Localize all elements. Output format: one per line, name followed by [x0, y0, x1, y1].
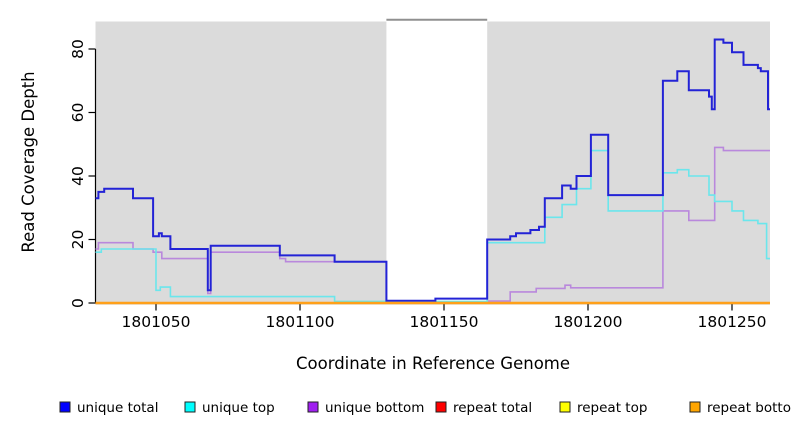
x-tick-label: 1801050: [121, 313, 190, 331]
y-tick-label: 80: [69, 39, 87, 59]
x-tick-label: 1801100: [265, 313, 334, 331]
legend-swatch-repeat-total: [435, 401, 447, 413]
legend-item-unique-total: unique total: [59, 400, 158, 416]
y-tick-label: 20: [69, 230, 87, 250]
y-axis-title: Read Coverage Depth: [19, 71, 38, 252]
series-unique-top-line: [95, 149, 770, 303]
legend-label-unique-total: unique total: [77, 400, 158, 416]
legend-item-unique-top: unique top: [184, 400, 275, 416]
legend-swatch-repeat-bottom: [689, 401, 701, 413]
legend-item-repeat-top: repeat top: [559, 400, 647, 416]
legend-label-repeat-total: repeat total: [453, 400, 532, 416]
series-unique-total-line: [95, 38, 770, 302]
legend-label-unique-bottom: unique bottom: [325, 400, 424, 416]
legend-item-repeat-bottom: repeat bottom: [689, 400, 792, 416]
x-axis-title: Coordinate in Reference Genome: [296, 354, 570, 373]
x-tick-label: 1801150: [409, 313, 478, 331]
legend-swatch-repeat-top: [559, 401, 571, 413]
legend-swatch-unique-top: [184, 401, 196, 413]
x-tick-label: 1801250: [697, 313, 766, 331]
coverage-gap-band: [386, 21, 488, 304]
legend-swatch-unique-total: [59, 401, 71, 413]
legend-label-repeat-top: repeat top: [577, 400, 647, 416]
y-tick-label: 40: [69, 166, 87, 186]
legend-item-unique-bottom: unique bottom: [307, 400, 424, 416]
legend-label-repeat-bottom: repeat bottom: [707, 400, 792, 416]
legend-label-unique-top: unique top: [202, 400, 275, 416]
y-tick-label: 60: [69, 103, 87, 123]
x-tick-label: 1801200: [553, 313, 622, 331]
legend-item-repeat-total: repeat total: [435, 400, 532, 416]
legend-swatch-unique-bottom: [307, 401, 319, 413]
y-tick-label: 0: [69, 298, 87, 308]
